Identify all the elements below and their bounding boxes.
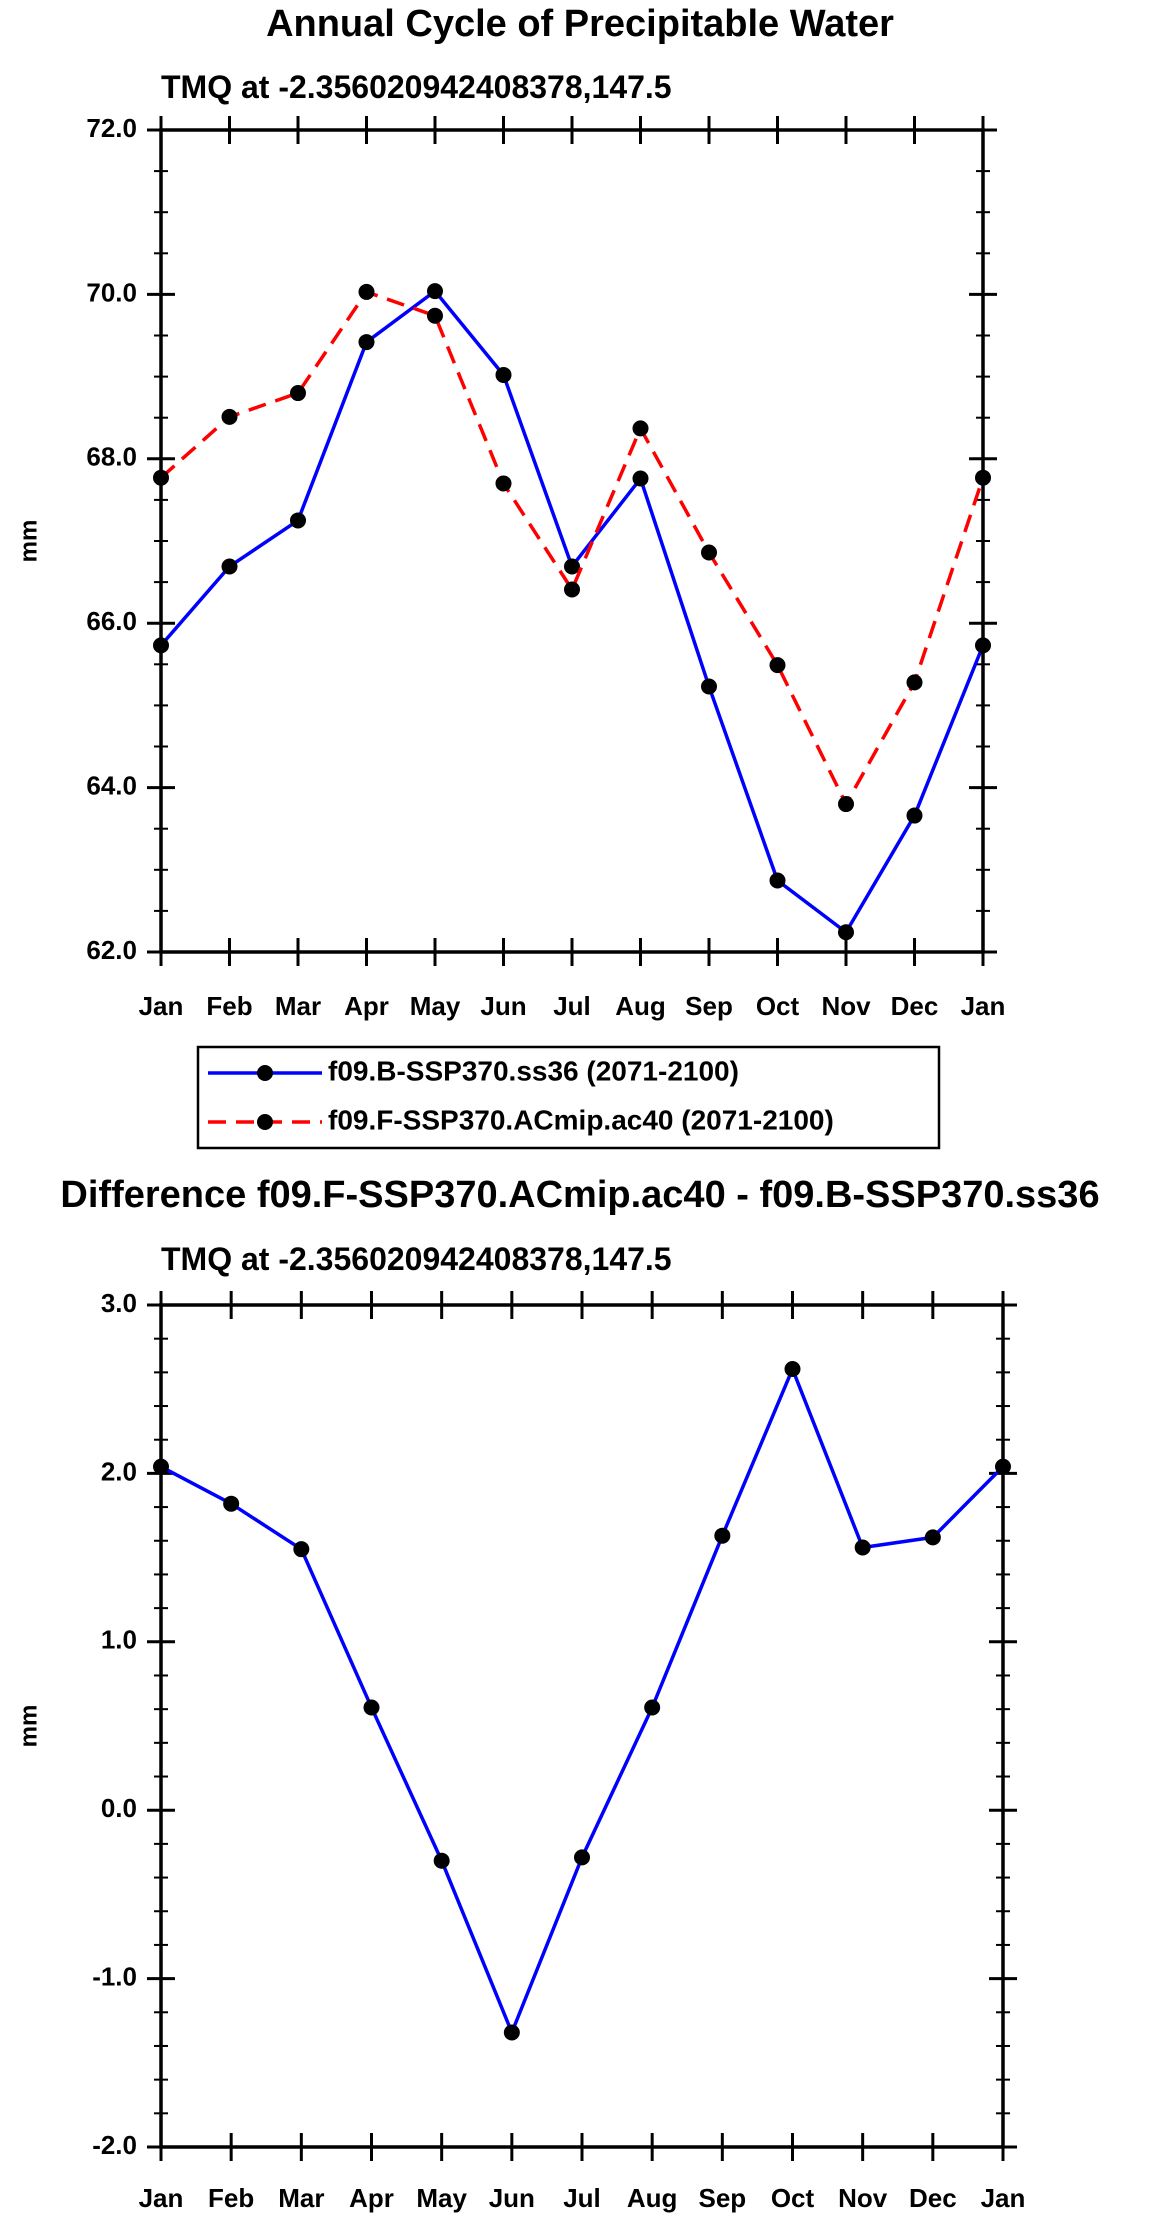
x-tick-label: Nov [821,991,871,1021]
data-point [290,385,306,402]
data-point [221,408,238,425]
x-tick-label: Feb [208,2183,254,2213]
legend-marker-2 [257,1114,273,1130]
x-tick-label: Dec [909,2183,957,2213]
x-tick-label: Jan [139,991,184,1021]
data-point [769,872,786,889]
series-2 [153,283,991,813]
data-point [290,512,306,529]
y-axis-label: mm [15,520,42,563]
y-tick-label: 0.0 [101,1793,137,1823]
y-tick-label: 70.0 [86,277,137,307]
data-point [223,1495,240,1512]
series-1 [153,283,991,941]
plot-frame [159,128,985,954]
y-axis-label: mm [15,1705,42,1748]
chart-title: Difference f09.F-SSP370.ACmip.ac40 - f09… [60,1174,1099,1216]
x-tick-label: Oct [756,991,800,1021]
x-tick-label: Jan [981,2183,1026,2213]
data-point [644,1699,661,1716]
data-point [632,420,649,437]
x-tick-label: Mar [275,991,321,1021]
x-tick-label: Aug [627,2183,678,2213]
x-tick-label: May [410,991,461,1021]
y-tick-label: 68.0 [86,442,137,472]
x-tick-label: Jun [480,991,526,1021]
data-point [221,558,238,575]
data-point [854,1539,871,1556]
data-point [503,2024,520,2041]
y-tick-label: 3.0 [101,1288,137,1318]
x-tick-label: Jun [489,2183,535,2213]
chart-subtitle: TMQ at -2.356020942408378,147.5 [161,69,672,105]
data-point [427,307,443,324]
chart-title: Annual Cycle of Precipitable Water [266,3,894,45]
data-point [924,1529,941,1546]
data-point [838,796,854,813]
x-tick-label: Apr [344,991,389,1021]
data-point [495,475,512,492]
y-tick-label: 72.0 [86,113,137,143]
axis-ticks [147,116,997,966]
annual-cycle-chart: Annual Cycle of Precipitable Water TMQ at… [15,3,1005,1021]
legend: f09.B-SSP370.ss36 (2071-2100) f09.F-SSP37… [196,1045,941,1150]
axis-ticks [147,1291,1017,2161]
y-tick-label: 1.0 [101,1625,137,1655]
x-tick-label: Sep [685,991,733,1021]
x-tick-label: Sep [698,2183,746,2213]
data-point [495,366,512,383]
x-tick-label: May [416,2183,467,2213]
data-point [906,807,923,824]
y-tick-label: -2.0 [92,2130,137,2160]
difference-chart: Difference f09.F-SSP370.ACmip.ac40 - f09… [15,1174,1099,2213]
series-line [159,290,985,806]
data-point [433,1852,450,1869]
x-tick-label: Oct [771,2183,815,2213]
y-tick-label: 64.0 [86,770,137,800]
x-tick-label: Feb [206,991,252,1021]
x-tick-label: Jul [563,2183,601,2213]
legend-entry-2: f09.F-SSP370.ACmip.ac40 (2071-2100) [328,1104,834,1135]
y-tick-label: 62.0 [86,935,137,965]
data-point [293,1541,310,1558]
x-tick-label: Jan [961,991,1006,1021]
data-point [427,283,443,300]
data-point [769,657,786,674]
x-tick-label: Jul [553,991,591,1021]
data-point [784,1360,801,1377]
legend-marker-1 [257,1065,273,1081]
y-tick-label: 2.0 [101,1456,137,1486]
data-point [363,1699,380,1716]
legend-entry-1: f09.B-SSP370.ss36 (2071-2100) [328,1055,739,1086]
data-point [632,470,649,487]
data-point [358,283,375,300]
data-point [701,544,717,561]
x-tick-label: Nov [838,2183,888,2213]
plot-frame [159,1303,1005,2149]
x-tick-label: Aug [615,991,666,1021]
x-tick-label: Dec [891,991,939,1021]
y-tick-label: -1.0 [92,1961,137,1991]
series-line [159,289,985,935]
data-point [574,1849,590,1866]
data-point [906,674,923,691]
x-tick-label: Apr [349,2183,394,2213]
data-point [358,334,375,351]
data-point [701,678,717,695]
data-point [564,558,580,575]
series-1 [153,1360,1011,2041]
y-tick-label: 66.0 [86,606,137,636]
x-tick-label: Mar [278,2183,324,2213]
x-tick-label: Jan [139,2183,184,2213]
data-point [564,581,580,598]
chart-subtitle: TMQ at -2.356020942408378,147.5 [161,1241,672,1277]
series-line [160,1367,1005,2035]
legend-box [196,1045,941,1150]
data-point [714,1527,731,1544]
data-point [838,924,854,941]
